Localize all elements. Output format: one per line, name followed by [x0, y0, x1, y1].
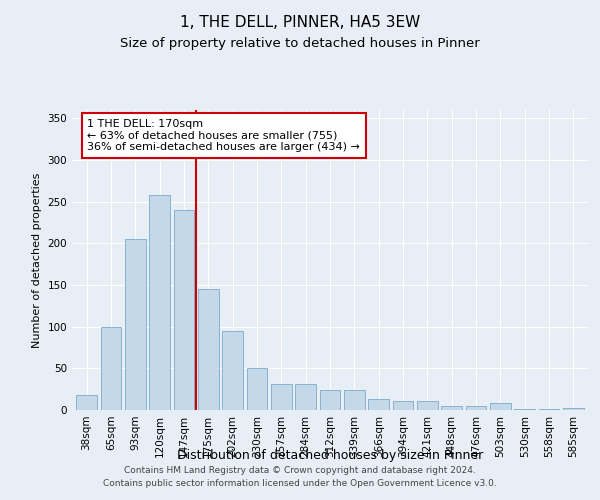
Text: 1 THE DELL: 170sqm
← 63% of detached houses are smaller (755)
36% of semi-detach: 1 THE DELL: 170sqm ← 63% of detached hou… — [88, 119, 361, 152]
Bar — [222, 331, 243, 410]
Bar — [247, 368, 268, 410]
Bar — [490, 402, 511, 410]
Bar — [466, 406, 487, 410]
Text: Distribution of detached houses by size in Pinner: Distribution of detached houses by size … — [177, 448, 483, 462]
Bar — [563, 408, 584, 410]
Bar — [344, 390, 365, 410]
Bar — [101, 326, 121, 410]
Bar — [271, 384, 292, 410]
Bar — [198, 289, 218, 410]
Text: Size of property relative to detached houses in Pinner: Size of property relative to detached ho… — [120, 38, 480, 51]
Text: 1, THE DELL, PINNER, HA5 3EW: 1, THE DELL, PINNER, HA5 3EW — [180, 15, 420, 30]
Y-axis label: Number of detached properties: Number of detached properties — [32, 172, 42, 348]
Bar — [295, 384, 316, 410]
Bar — [125, 239, 146, 410]
Bar — [417, 401, 438, 410]
Text: Contains HM Land Registry data © Crown copyright and database right 2024.
Contai: Contains HM Land Registry data © Crown c… — [103, 466, 497, 487]
Bar — [539, 409, 559, 410]
Bar — [173, 210, 194, 410]
Bar — [368, 399, 389, 410]
Bar — [392, 401, 413, 410]
Bar — [149, 195, 170, 410]
Bar — [76, 395, 97, 410]
Bar — [442, 406, 462, 410]
Bar — [514, 409, 535, 410]
Bar — [320, 390, 340, 410]
